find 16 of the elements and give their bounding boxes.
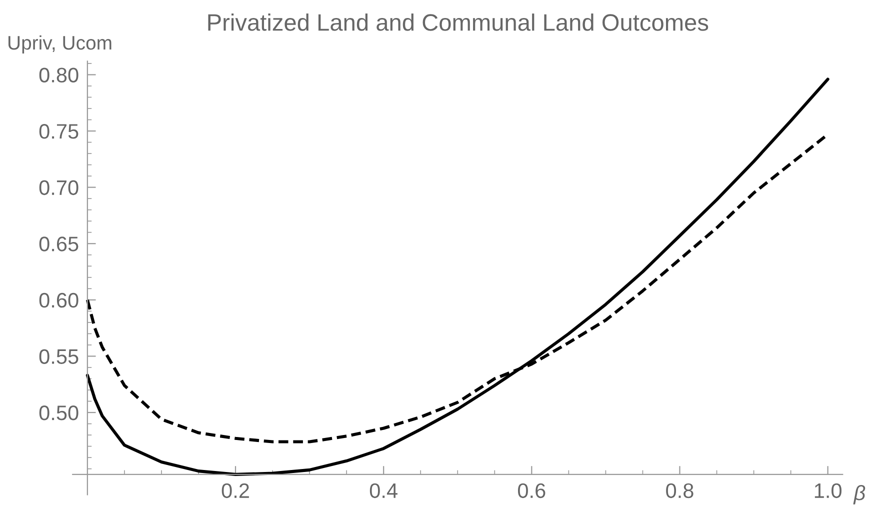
chart-title: Privatized Land and Communal Land Outcomes bbox=[208, 14, 708, 31]
x-axis-title: β bbox=[853, 484, 866, 504]
y-tick-label: 0.60 bbox=[39, 292, 78, 308]
y-axis-title: Upriv, Ucom bbox=[8, 35, 112, 54]
y-tick-label: 0.75 bbox=[39, 124, 78, 139]
y-tick-label: 0.65 bbox=[39, 236, 78, 252]
x-tick-label: 0.2 bbox=[222, 483, 249, 498]
y-tick-label: 0.55 bbox=[39, 349, 78, 364]
y-tick-label: 0.50 bbox=[39, 406, 78, 420]
x-tick-label: 0.4 bbox=[370, 483, 398, 498]
x-tick-label: 1.0 bbox=[814, 483, 842, 498]
y-tick-label: 0.70 bbox=[39, 180, 78, 196]
line-series bbox=[86, 78, 830, 476]
x-tick-label: 0.6 bbox=[518, 483, 546, 498]
x-tick-label: 0.8 bbox=[666, 483, 694, 498]
y-tick-label: 0.80 bbox=[39, 68, 78, 82]
